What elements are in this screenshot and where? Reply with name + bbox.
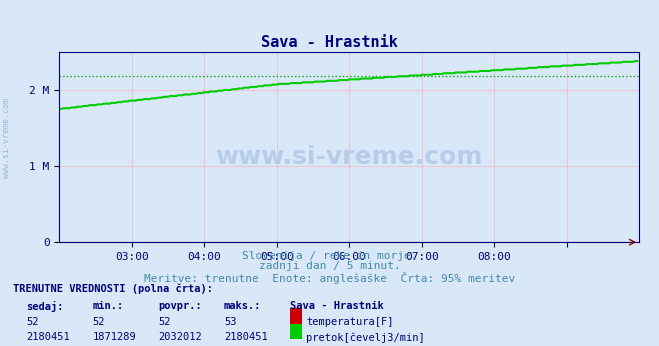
Text: 52: 52 <box>26 317 39 327</box>
Text: Slovenija / reke in morje.: Slovenija / reke in morje. <box>242 251 417 261</box>
Text: sedaj:: sedaj: <box>26 301 64 312</box>
Text: www.si-vreme.com: www.si-vreme.com <box>2 98 11 179</box>
Text: 2180451: 2180451 <box>26 332 70 342</box>
Text: 53: 53 <box>224 317 237 327</box>
Text: maks.:: maks.: <box>224 301 262 311</box>
Text: www.si-vreme.com: www.si-vreme.com <box>215 145 483 169</box>
Text: 1871289: 1871289 <box>92 332 136 342</box>
Text: 52: 52 <box>158 317 171 327</box>
Text: Meritve: trenutne  Enote: anglešaške  Črta: 95% meritev: Meritve: trenutne Enote: anglešaške Črta… <box>144 272 515 284</box>
Text: 2180451: 2180451 <box>224 332 268 342</box>
Text: 52: 52 <box>92 317 105 327</box>
Text: zadnji dan / 5 minut.: zadnji dan / 5 minut. <box>258 261 401 271</box>
Text: pretok[čevelj3/min]: pretok[čevelj3/min] <box>306 332 425 343</box>
Text: temperatura[F]: temperatura[F] <box>306 317 394 327</box>
Text: Sava - Hrastnik: Sava - Hrastnik <box>290 301 384 311</box>
Text: 2032012: 2032012 <box>158 332 202 342</box>
Text: povpr.:: povpr.: <box>158 301 202 311</box>
Text: min.:: min.: <box>92 301 123 311</box>
Text: Sava - Hrastnik: Sava - Hrastnik <box>261 35 398 49</box>
Text: TRENUTNE VREDNOSTI (polna črta):: TRENUTNE VREDNOSTI (polna črta): <box>13 284 213 294</box>
